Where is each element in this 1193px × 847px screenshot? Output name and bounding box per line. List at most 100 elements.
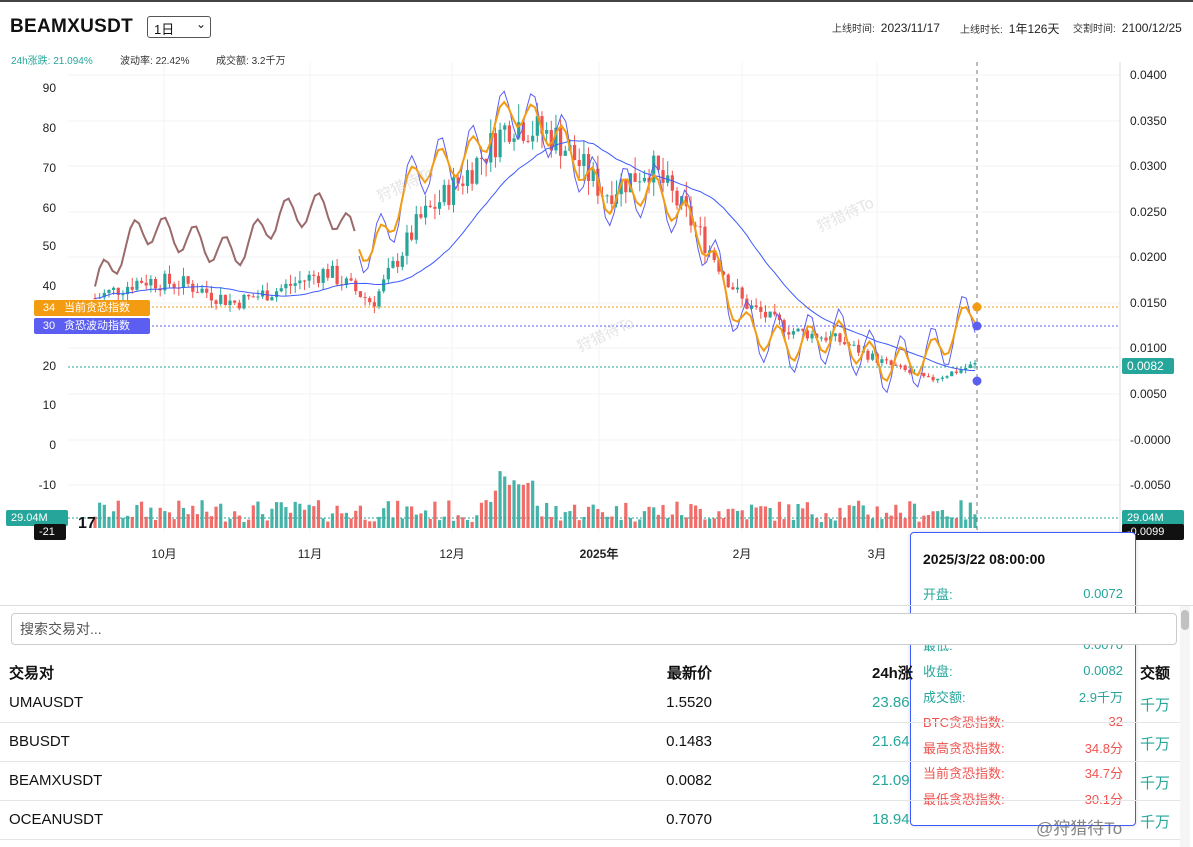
- tooltip-row: 成交额: 2.9千万: [923, 683, 1123, 709]
- volume-bar: [917, 521, 921, 528]
- candle-body: [754, 305, 758, 307]
- table-row[interactable]: UMAUSDT 1.5520 23.86 千万: [0, 684, 1180, 723]
- volume-bar: [400, 518, 404, 528]
- col-pair[interactable]: 交易对: [9, 665, 55, 682]
- volume-bar: [610, 516, 614, 528]
- volume-bar: [694, 505, 698, 528]
- candle-body: [288, 283, 293, 286]
- volume-bar: [503, 476, 507, 528]
- candle-body: [102, 293, 106, 298]
- scrollbar-thumb[interactable]: [1181, 610, 1189, 630]
- candle-body: [302, 280, 307, 282]
- volume-bar: [773, 520, 777, 528]
- volume-bar: [433, 501, 437, 528]
- left-axis-tick: 40: [43, 279, 57, 293]
- candle-body: [950, 371, 954, 377]
- candle-body: [931, 376, 935, 381]
- volume-bar: [656, 514, 660, 528]
- candle-body: [661, 170, 665, 183]
- volume-bar: [614, 506, 619, 528]
- volume-bar: [423, 510, 428, 528]
- volume-bar: [461, 517, 465, 528]
- candle-body: [735, 287, 740, 290]
- volume-bar: [237, 515, 241, 528]
- pair-cell: BBUSDT: [9, 733, 70, 750]
- volume-bar: [265, 520, 269, 528]
- volume-bar: [307, 504, 311, 528]
- volume-bar: [256, 501, 260, 528]
- col-volume[interactable]: 交额: [1140, 665, 1171, 682]
- col-change[interactable]: 24h涨: [872, 665, 913, 682]
- candle-body: [810, 333, 814, 339]
- volume-bar: [200, 500, 204, 528]
- candle-body: [605, 195, 609, 197]
- table-row[interactable]: BEAMXUSDT 0.0082 21.09 千万: [0, 762, 1180, 801]
- volume-bar: [321, 518, 325, 528]
- candle-body: [172, 283, 176, 288]
- candle-body: [633, 173, 637, 182]
- col-price[interactable]: 最新价: [666, 665, 712, 682]
- volume-bar: [330, 513, 335, 528]
- volume-bar: [708, 518, 712, 528]
- candle-body: [330, 265, 335, 278]
- volume-bar: [908, 501, 912, 528]
- candle-body: [461, 183, 465, 186]
- volume-bar: [940, 510, 945, 528]
- volume-bar: [121, 517, 125, 528]
- listing-time: 上线时间: 2023/11/17: [832, 21, 940, 35]
- candle-body: [414, 214, 418, 240]
- volume-bar: [396, 500, 400, 528]
- volume-bar: [945, 516, 949, 528]
- candle-body: [517, 122, 521, 139]
- candle-body: [838, 333, 842, 343]
- interval-select[interactable]: 1日 ⌄: [147, 16, 211, 38]
- candle-body: [870, 353, 875, 360]
- candle-body: [749, 305, 754, 309]
- volume-bar: [386, 501, 390, 528]
- tooltip-row: 收盘: 0.0082: [923, 658, 1123, 684]
- candle-body: [186, 276, 190, 284]
- volume-bar: [633, 521, 637, 528]
- candle-body: [768, 311, 772, 318]
- candle-body: [945, 376, 949, 378]
- x-axis-tick: 3月: [868, 547, 887, 561]
- volume-bar: [926, 515, 931, 528]
- volume-bar: [698, 508, 702, 528]
- candle-body: [316, 275, 321, 283]
- candle-body: [274, 291, 279, 298]
- table-row[interactable]: OCEANUSDT 0.7070 18.94 千万: [0, 801, 1180, 840]
- table-row[interactable]: BBUSDT 0.1483 21.64 千万: [0, 723, 1180, 762]
- candle-body: [121, 294, 125, 296]
- volume-bar: [861, 505, 865, 528]
- volume-bar: [745, 519, 749, 528]
- volume-bar: [619, 519, 623, 528]
- candle-body: [540, 116, 544, 134]
- volume-bar: [93, 516, 97, 528]
- table-header: 交易对 最新价 24h涨 交额: [0, 658, 1180, 684]
- candle-body: [181, 276, 186, 288]
- candle-body: [391, 260, 395, 268]
- candle-body: [610, 195, 614, 205]
- volume-bar: [153, 520, 158, 528]
- volume-bar: [652, 507, 656, 528]
- price-cell: 1.5520: [666, 694, 712, 711]
- candle-body: [144, 282, 148, 286]
- candle-body: [456, 177, 460, 184]
- volume-bar: [368, 521, 372, 528]
- candle-body: [889, 360, 893, 365]
- candle-body: [112, 287, 116, 290]
- volume-bar: [843, 517, 847, 528]
- candle-body: [191, 283, 195, 292]
- volume-bar: [377, 516, 381, 528]
- scrollbar[interactable]: [1180, 606, 1190, 847]
- candle-body: [437, 202, 442, 209]
- candle-body: [973, 363, 977, 365]
- candle-body: [205, 288, 209, 293]
- search-input[interactable]: 搜索交易对...: [11, 613, 1177, 645]
- volume-bar: [112, 511, 116, 528]
- tooltip-key: 当前贪恐指数:: [923, 766, 1005, 782]
- price-chart[interactable]: 90 80 70 60 50 40 20 10 0 -10 0.0400 0.0350 0.0300 0.…: [0, 62, 1193, 602]
- volume-bar: [759, 506, 763, 528]
- volume-bar: [442, 516, 446, 528]
- candle-body: [684, 196, 688, 207]
